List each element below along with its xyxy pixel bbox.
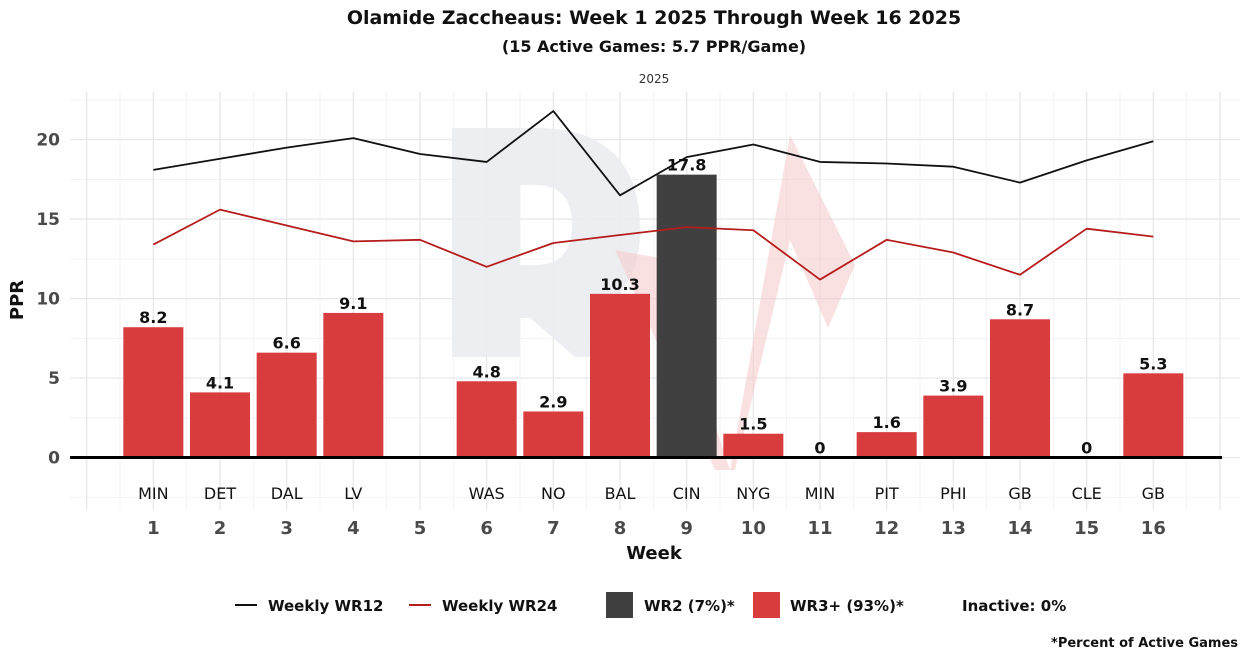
- x-tick-label: 1: [147, 518, 160, 539]
- legend-wr12-label: Weekly WR12: [268, 597, 383, 615]
- opponent-label: BAL: [605, 484, 636, 503]
- x-tick-label: 2: [214, 518, 227, 539]
- bar-label: 4.8: [472, 362, 500, 381]
- bar-week-1: [123, 327, 184, 458]
- bar-label: 8.2: [139, 308, 167, 327]
- opponent-label: NO: [541, 484, 566, 503]
- bar-week-4: [323, 312, 384, 458]
- bar-week-6: [456, 381, 517, 458]
- bar-label: 2.9: [539, 392, 567, 411]
- x-axis: 1 2 3 4 5 6 7 8 9 10 11 12 13 14 15 16: [147, 518, 1166, 539]
- bar-week-8: [590, 293, 650, 458]
- x-tick-label: 6: [480, 518, 493, 539]
- opponent-label: PIT: [875, 484, 899, 503]
- opponent-label: MIN: [805, 484, 836, 503]
- bar-label: 0: [814, 439, 825, 458]
- bar-label: 6.6: [272, 334, 300, 353]
- x-tick-label: 10: [741, 518, 766, 539]
- bar-label: 1.6: [872, 413, 900, 432]
- bar-labels: 8.2 4.1 6.6 9.1 4.8 2.9 10.3 17.8 1.5 0 1.6 3.9 8.7 0…: [139, 156, 1167, 458]
- opponent-label: PHI: [940, 484, 966, 503]
- y-tick-label: 0: [48, 449, 60, 469]
- legend-wr3-swatch: [753, 592, 780, 618]
- bar-week-7: [523, 411, 584, 458]
- opponent-label: GB: [1008, 484, 1031, 503]
- y-tick-label: 5: [48, 369, 60, 389]
- opponent-labels: MIN DET DAL LV WAS NO BAL CIN NYG MIN PIT PHI GB CLE G…: [138, 484, 1165, 503]
- footnote: *Percent of Active Games: [1051, 636, 1238, 651]
- x-tick-label: 4: [347, 518, 360, 539]
- legend: Weekly WR12 Weekly WR24 WR2 (7%)* WR3+ (…: [235, 592, 1066, 618]
- opponent-label: DET: [204, 484, 236, 503]
- x-tick-label: 14: [1007, 518, 1032, 539]
- x-tick-label: 5: [414, 518, 427, 539]
- x-axis-title: Week: [626, 543, 683, 564]
- chart-subtitle: (15 Active Games: 5.7 PPR/Game): [502, 37, 806, 56]
- opponent-label: DAL: [271, 484, 303, 503]
- bar-week-16: [1123, 373, 1184, 458]
- line-weekly-wr24: [152, 208, 1154, 281]
- bar-label: 10.3: [600, 275, 639, 294]
- bar-week-12: [856, 432, 917, 458]
- line-weekly-wr12: [153, 110, 1154, 197]
- opponent-label: CIN: [673, 484, 701, 503]
- bar-label: 17.8: [667, 156, 706, 175]
- bar-label: 0: [1081, 439, 1092, 458]
- opponent-label: WAS: [469, 484, 505, 503]
- facet-label: 2025: [639, 72, 670, 86]
- legend-inactive-label: Inactive: 0%: [962, 597, 1066, 615]
- y-tick-label: 10: [36, 290, 60, 310]
- bar-label: 5.3: [1139, 354, 1167, 373]
- chart-title: Olamide Zaccheaus: Week 1 2025 Through W…: [347, 7, 961, 29]
- x-tick-label: 12: [874, 518, 899, 539]
- bar-week-2: [190, 392, 250, 458]
- y-tick-label: 15: [36, 210, 60, 230]
- legend-wr2-label: WR2 (7%)*: [644, 597, 735, 615]
- x-tick-label: 7: [547, 518, 560, 539]
- bar-label: 9.1: [339, 294, 367, 313]
- opponent-label: MIN: [138, 484, 169, 503]
- x-tick-label: 3: [280, 518, 293, 539]
- x-tick-label: 16: [1141, 518, 1166, 539]
- bar-week-9: [656, 174, 717, 458]
- x-tick-label: 8: [614, 518, 627, 539]
- x-tick-label: 11: [807, 518, 832, 539]
- bar-label: 3.9: [939, 377, 967, 396]
- opponent-label: GB: [1142, 484, 1165, 503]
- bar-week-14: [990, 319, 1050, 458]
- y-tick-label: 20: [36, 131, 60, 151]
- legend-wr24-label: Weekly WR24: [442, 597, 557, 615]
- legend-wr2-swatch: [606, 592, 633, 618]
- opponent-label: CLE: [1072, 484, 1102, 503]
- bar-label: 4.1: [206, 373, 234, 392]
- bar-week-10: [723, 433, 784, 458]
- reference-lines: [152, 110, 1154, 281]
- y-axis-title: PPR: [7, 280, 28, 320]
- bar-week-3: [256, 352, 317, 458]
- x-tick-label: 9: [680, 518, 693, 539]
- opponent-label: NYG: [736, 484, 770, 503]
- y-axis: 0 5 10 15 20: [36, 131, 60, 469]
- legend-wr3-label: WR3+ (93%)*: [790, 597, 904, 615]
- bar-week-13: [923, 395, 984, 458]
- bars: [123, 174, 1184, 458]
- opponent-label: LV: [344, 484, 362, 503]
- x-tick-label: 15: [1074, 518, 1099, 539]
- bar-label: 8.7: [1006, 300, 1034, 319]
- bar-label: 1.5: [739, 415, 767, 434]
- x-tick-label: 13: [941, 518, 966, 539]
